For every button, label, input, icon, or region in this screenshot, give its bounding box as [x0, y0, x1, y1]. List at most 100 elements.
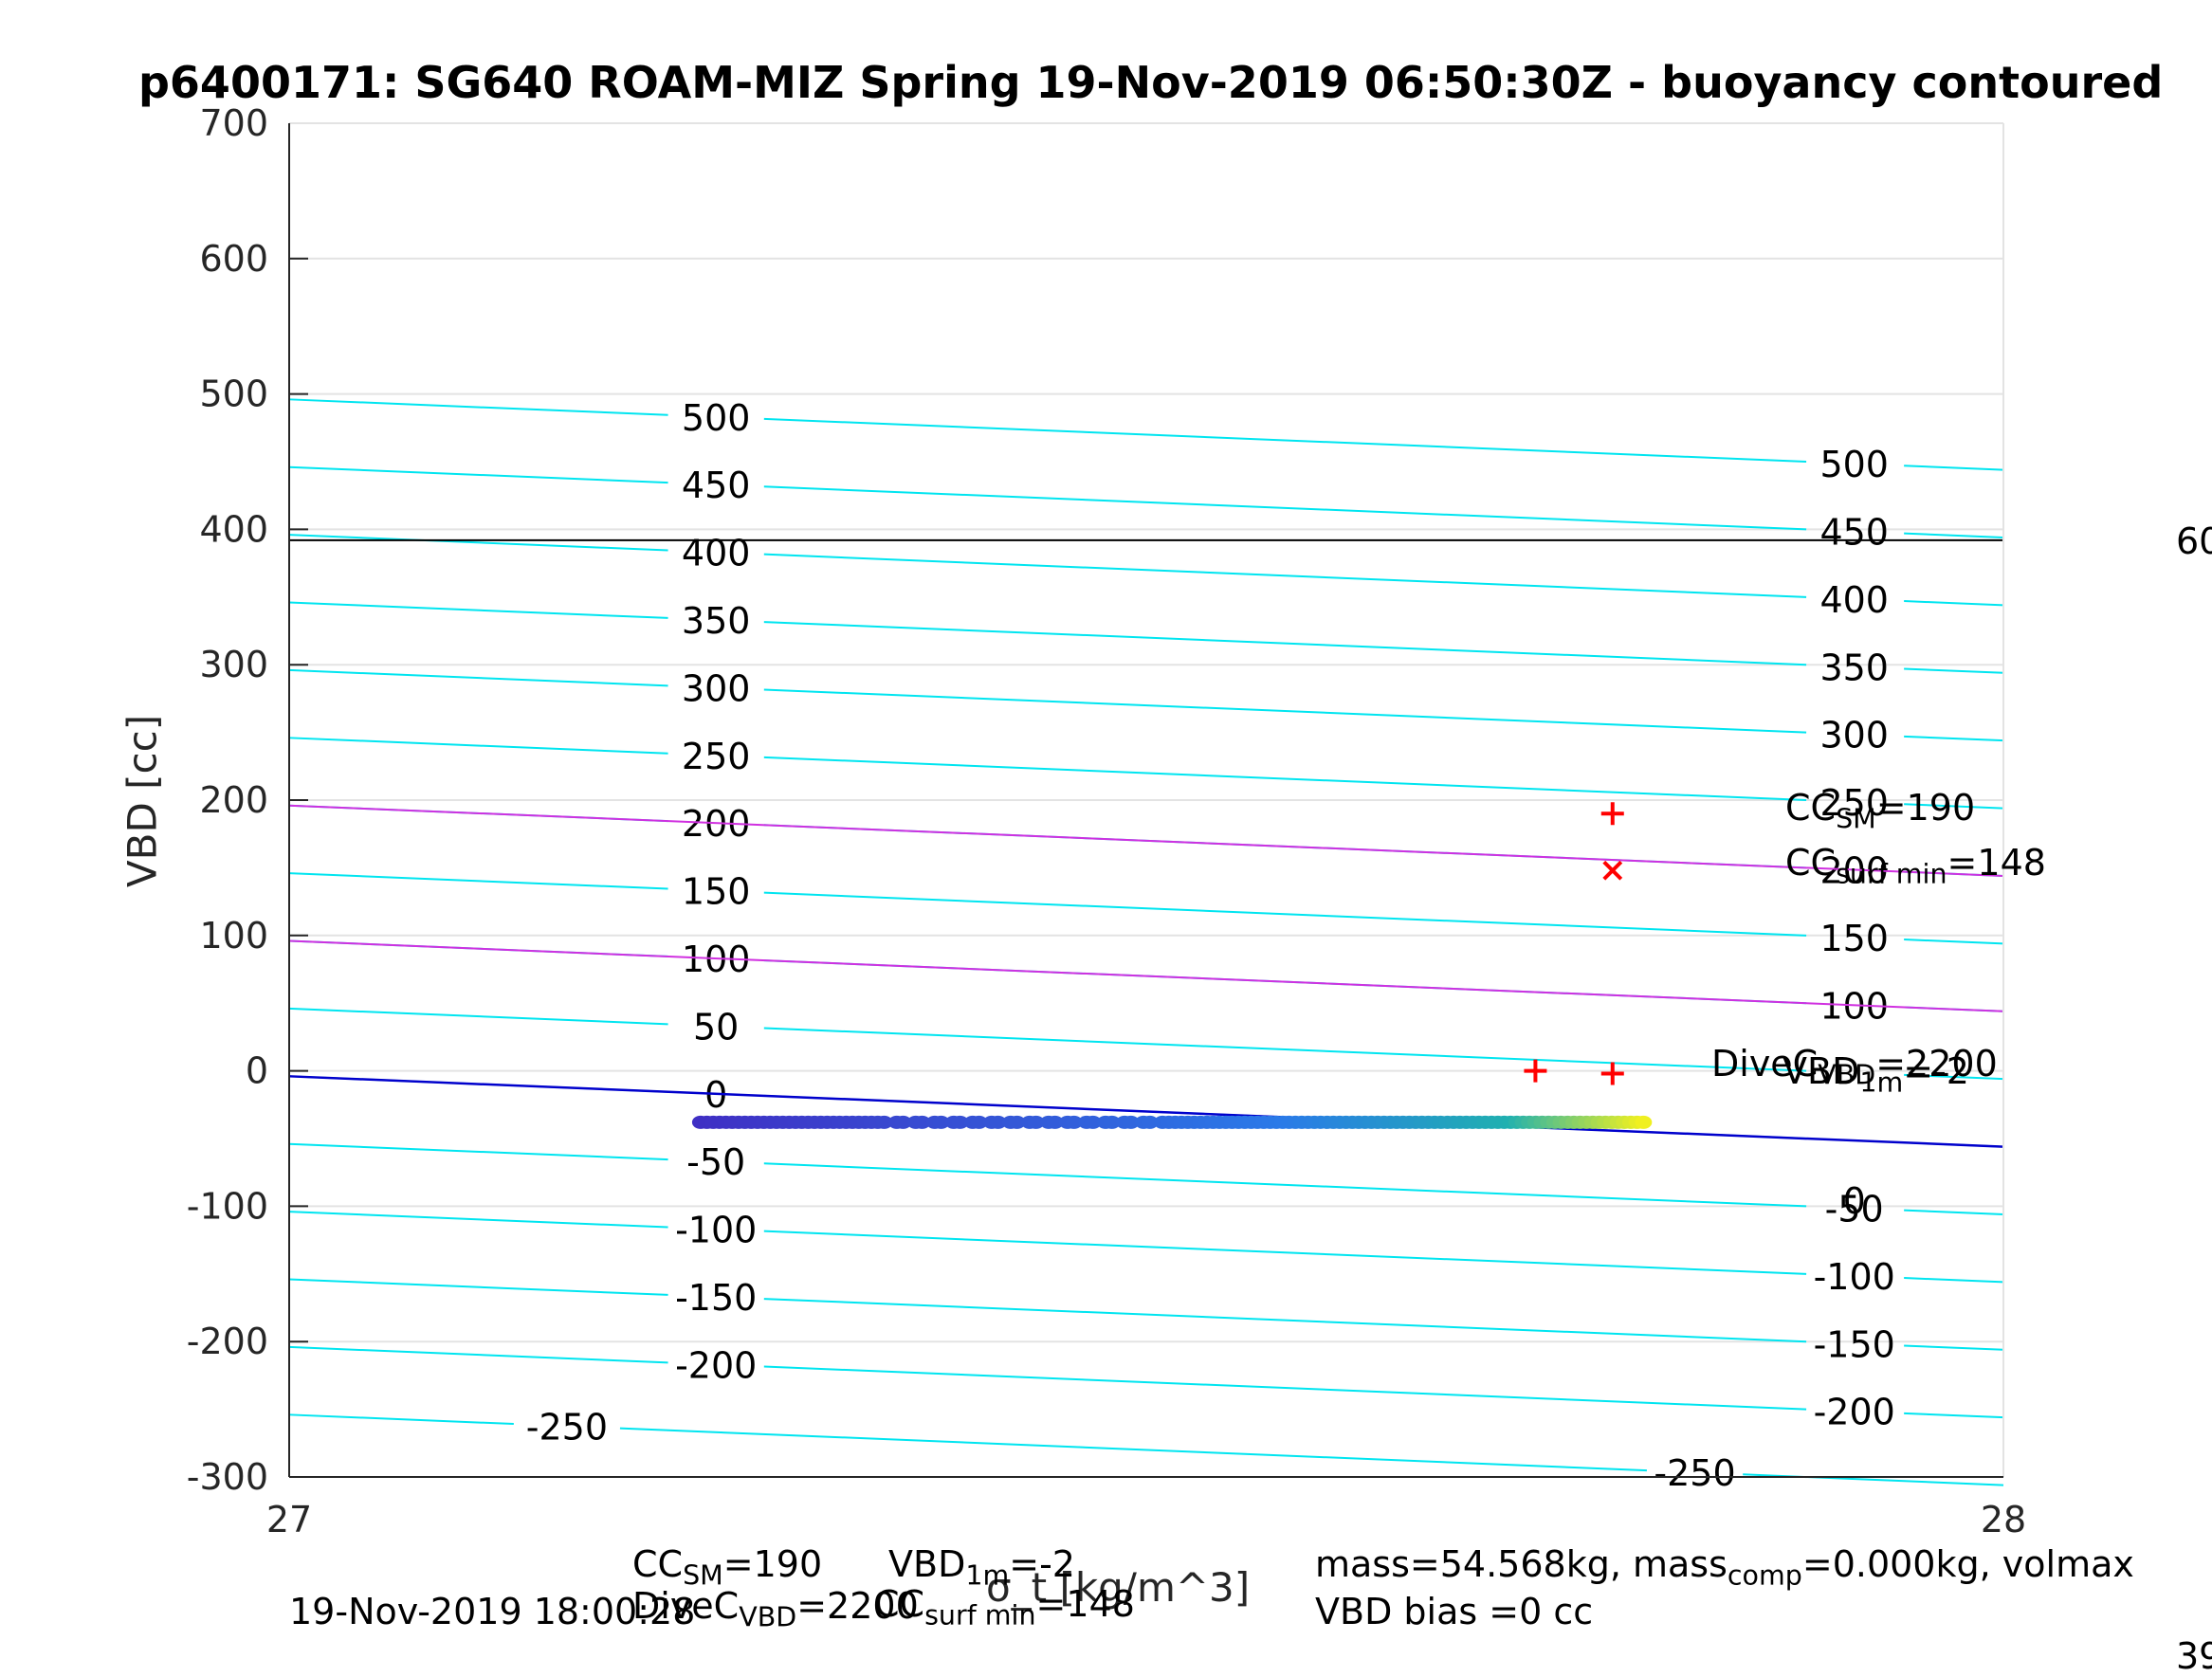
footer-cc-surf-main: CC — [874, 1583, 925, 1625]
contour-label-right: -150 — [1814, 1323, 1895, 1365]
contour-line — [1904, 1209, 2004, 1215]
y-tick-label: 300 — [199, 644, 268, 685]
x-tick-label: 28 — [1981, 1499, 2026, 1540]
footer-dive-value: =2200 — [796, 1585, 919, 1627]
contour-line — [288, 1142, 668, 1161]
contour-line — [1904, 1412, 2004, 1419]
contour-line — [763, 485, 1807, 531]
footer-cc-surf: CCsurf min=148 — [874, 1583, 1135, 1631]
data-point — [951, 1115, 969, 1129]
contour-line — [1904, 735, 2004, 742]
contour-label-right: 0 — [1843, 1180, 1866, 1222]
contour-label-right: 400 — [1819, 579, 1889, 621]
y-tick-label: 0 — [246, 1050, 268, 1092]
y-tick-label: 100 — [199, 915, 268, 957]
data-point — [913, 1115, 931, 1129]
contour-line — [288, 1413, 514, 1426]
footer-date: 19-Nov-2019 18:00:28 — [289, 1591, 696, 1632]
contour-label-right: 300 — [1819, 715, 1889, 756]
contour-label-right: 250 — [1819, 782, 1889, 824]
contour-label-left: 300 — [682, 667, 751, 709]
contour-label-left: -200 — [675, 1344, 757, 1386]
footer-mass-sub: comp — [1727, 1559, 1802, 1592]
footer-mass-pre: mass=54.568kg, mass — [1315, 1543, 1728, 1585]
contour-line — [763, 756, 1807, 802]
annotation-dive-vbd: DiveCVBD=2200 — [1711, 1043, 1998, 1091]
footer-vbd-bias: VBD bias =0 cc — [1315, 1591, 1594, 1632]
contour-line — [1904, 939, 2004, 945]
y-tick-label: 500 — [199, 374, 268, 415]
dive-vbd-sub: VBD — [1818, 1059, 1876, 1091]
y-tick-label: 200 — [199, 779, 268, 821]
plus-marker — [1600, 1062, 1624, 1085]
data-point — [875, 1115, 893, 1129]
data-point — [1065, 1115, 1083, 1129]
x-tick-label: 27 — [266, 1499, 312, 1540]
contour-line — [288, 398, 668, 416]
cc-surf-sub: surf min — [1836, 858, 1947, 890]
cc-sm-value: =190 — [1875, 787, 1976, 829]
footer-mass: mass=54.568kg, masscomp=0.000kg, volmax — [1315, 1543, 2134, 1592]
contour-label-right: 500 — [1819, 444, 1889, 485]
contour-line — [288, 737, 668, 755]
data-point — [932, 1115, 950, 1129]
dive-vbd-main: DiveC — [1711, 1043, 1819, 1085]
contour-line — [1904, 1344, 2004, 1351]
contour-line — [763, 1230, 1807, 1275]
cc-sm-main: CC — [1785, 787, 1837, 829]
footer-dive-vbd: DiveCVBD=2200 — [632, 1585, 919, 1633]
footer-cc-surf-sub: surf min — [924, 1599, 1036, 1631]
contour-label-left: 500 — [682, 397, 751, 439]
contour-label-left: 150 — [682, 871, 751, 913]
contour-line — [1904, 803, 2004, 810]
footer-cc-sm-main: CC — [632, 1543, 684, 1585]
y-tick-label: -300 — [187, 1456, 268, 1498]
edge-label-39: 39 — [2176, 1635, 2212, 1677]
footer-vbd-main: VBD — [888, 1543, 966, 1585]
contour-line — [763, 1365, 1807, 1411]
cc-sm-sub: SM — [1836, 803, 1876, 835]
contour-line — [288, 534, 668, 552]
data-point — [1046, 1115, 1064, 1129]
vbd-1m-main: VBD — [1782, 1050, 1860, 1092]
y-axis-label: VBD [cc] — [119, 714, 166, 888]
contour-label-left: -100 — [675, 1210, 757, 1251]
footer-cc-sm-sub: SM — [683, 1559, 723, 1592]
contour-line — [1904, 1277, 2004, 1284]
annotation-cc-sm: CCSM=190 — [1785, 787, 1975, 835]
footer-cc-sm-value: =190 — [722, 1543, 823, 1585]
contour-label-left: 350 — [682, 600, 751, 642]
contour-line — [288, 1278, 668, 1296]
magenta-line — [288, 939, 2004, 1012]
contour-line — [1743, 1473, 2004, 1486]
contour-label-left: 250 — [682, 736, 751, 777]
vbd-1m-sub: 1m — [1859, 1066, 1904, 1099]
magenta-line — [288, 804, 2004, 877]
footer-dive-sub: VBD — [739, 1601, 797, 1633]
data-point — [1635, 1115, 1653, 1129]
contour-line — [288, 1345, 668, 1364]
dive-vbd-value: =2200 — [1875, 1043, 1998, 1085]
data-point — [989, 1115, 1007, 1129]
contour-label-right: 350 — [1819, 647, 1889, 688]
data-point — [894, 1115, 912, 1129]
contour-line — [288, 601, 668, 619]
contour-line — [288, 1007, 668, 1026]
cc-surf-value: =148 — [1947, 842, 2046, 884]
contour-line — [288, 668, 668, 687]
data-point — [1027, 1115, 1045, 1129]
contour-label-right: 150 — [1819, 918, 1889, 959]
footer-vbd-1m: VBD1m=-2 — [888, 1543, 1075, 1592]
contour-line — [763, 891, 1807, 937]
data-point — [1084, 1115, 1102, 1129]
contour-label-left: 400 — [682, 533, 751, 574]
footer-vbd-sub: 1m — [965, 1559, 1010, 1592]
contour-label-left: -50 — [686, 1141, 745, 1183]
contour-line — [288, 872, 668, 890]
contour-label-right: -250 — [1654, 1452, 1735, 1494]
plus-marker — [1600, 802, 1624, 826]
contour-line — [763, 688, 1807, 734]
contour-line — [1904, 465, 2004, 471]
footer-vbd-value: =-2 — [1009, 1543, 1075, 1585]
